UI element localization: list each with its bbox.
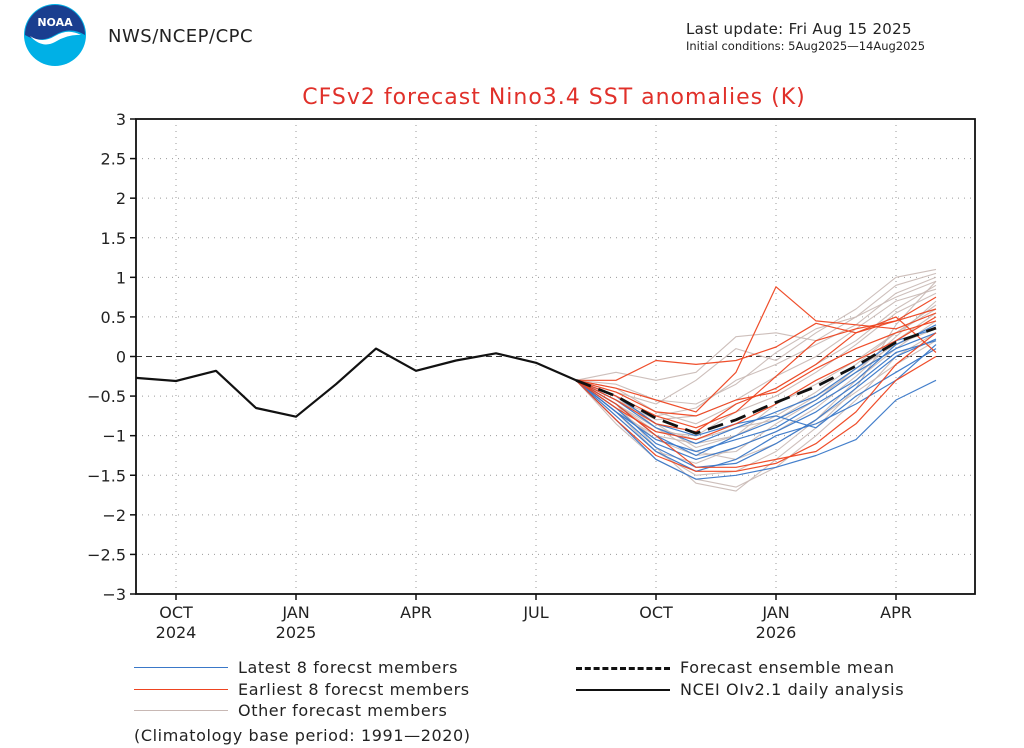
series-latest-group (575, 324, 937, 480)
y-tick-label: −2 (102, 506, 126, 525)
series-line-latest (575, 340, 937, 460)
series-line-analysis (135, 347, 577, 418)
noaa-logo-text: NOAA (37, 16, 73, 29)
series-line-other (575, 340, 937, 476)
y-tick-label: 2.5 (101, 150, 126, 169)
series-main-group (135, 326, 937, 435)
legend-label-earliest: Earliest 8 forecst members (238, 680, 470, 699)
legend-swatch-analysis (576, 689, 670, 691)
initial-conditions: Initial conditions: 5Aug2025—14Aug2025 (686, 39, 926, 53)
series-line-earliest (575, 320, 937, 417)
series-line-latest (575, 379, 937, 480)
y-tick-label: 1.5 (101, 229, 126, 248)
noaa-logo-upper (25, 5, 85, 40)
series-earliest-group (575, 286, 937, 472)
y-tick-label: 0.5 (101, 308, 126, 327)
legend-swatch-latest (134, 667, 228, 668)
y-tick-label: −1.5 (87, 466, 126, 485)
series-line-other (575, 276, 937, 417)
series-line-latest (575, 344, 937, 472)
series-line-other (575, 292, 937, 437)
plot-frame (135, 118, 976, 595)
legend-swatch-mean (576, 667, 670, 670)
series-line-earliest (576, 296, 937, 381)
series-line-other (575, 268, 937, 405)
y-tick-label: −0.5 (87, 387, 126, 406)
y-tick-label: −1 (102, 427, 126, 446)
legend-label-other: Other forecast members (238, 701, 448, 720)
x-tick-year-label: 2025 (276, 623, 317, 642)
y-tick-label: 1 (116, 268, 126, 287)
legend-label-analysis: NCEI OIv2.1 daily analysis (680, 680, 905, 699)
series-line-mean (575, 326, 937, 435)
update-info: Last update: Fri Aug 15 2025 Initial con… (686, 20, 976, 53)
x-tick-label: APR (880, 603, 912, 622)
noaa-logo: NOAA (24, 4, 86, 66)
y-tick-label: −2.5 (87, 545, 126, 564)
series-line-earliest (575, 316, 937, 441)
legend-swatch-other (134, 710, 228, 711)
y-tick-label: −3 (102, 585, 126, 604)
x-tick-year-label: 2024 (156, 623, 197, 642)
x-tick-label: JUL (522, 603, 548, 622)
x-tick-year-label: 2026 (756, 623, 797, 642)
x-tick-label: JAN (761, 603, 789, 622)
y-tick-label: 3 (116, 110, 126, 129)
x-tick-label: OCT (159, 603, 193, 622)
y-tick-label: 2 (116, 189, 126, 208)
y-tick-label: 0 (116, 348, 126, 367)
x-tick-label: APR (400, 603, 432, 622)
last-update: Last update: Fri Aug 15 2025 (686, 20, 912, 38)
legend-swatch-earliest (134, 689, 228, 690)
series-line-other (575, 328, 937, 457)
x-tick-label: JAN (281, 603, 309, 622)
series-line-latest (575, 324, 937, 453)
legend-label-mean: Forecast ensemble mean (680, 658, 895, 677)
series-line-other (575, 272, 937, 381)
series-line-earliest (575, 332, 937, 472)
chart-title: CFSv2 forecast Nino3.4 SST anomalies (K) (302, 85, 805, 110)
climatology-footnote: (Climatology base period: 1991—2020) (134, 726, 471, 745)
legend-label-latest: Latest 8 forecst members (238, 658, 459, 677)
agency-label: NWS/NCEP/CPC (108, 26, 254, 47)
series-line-latest (575, 338, 937, 468)
series-line-other (575, 280, 937, 405)
x-tick-label: OCT (639, 603, 673, 622)
series-line-other (575, 280, 937, 492)
series-line-latest (575, 348, 937, 437)
noaa-logo-bird (30, 31, 81, 45)
grid-layer (136, 119, 975, 594)
axis-layer: 32.521.510.50−0.5−1−1.5−2−2.5−3OCT2024JA… (87, 110, 976, 642)
